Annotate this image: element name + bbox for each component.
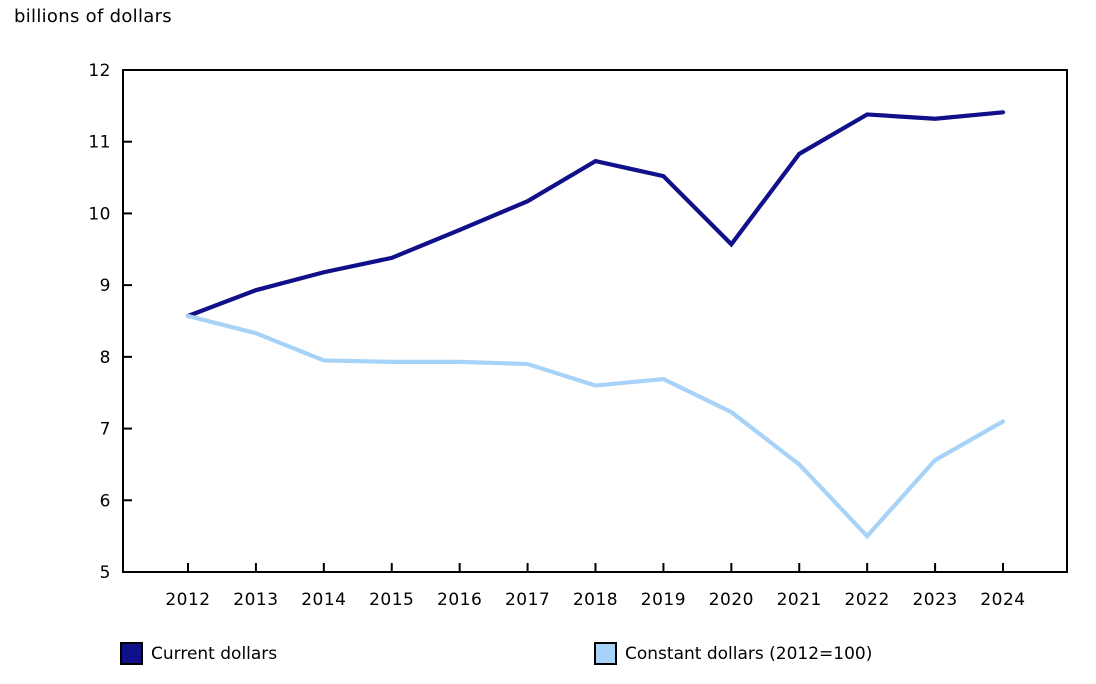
x-tick-label: 2019	[641, 590, 686, 610]
series-line-current-dollars	[185, 110, 1006, 319]
plot-frame	[122, 69, 1068, 573]
x-tick-label: 2014	[301, 590, 346, 610]
y-tick-label: 10	[88, 204, 111, 224]
line-chart: 5 6 7 8 9 10 11 12 2012 2013 2014 2015 2016 2017 2018 2…	[88, 61, 1068, 610]
x-tick-label: 2012	[165, 590, 210, 610]
x-tick-label: 2017	[505, 590, 550, 610]
legend-item-constant-dollars: Constant dollars (2012=100)	[594, 642, 872, 665]
y-tick-label: 7	[100, 420, 111, 440]
legend: Current dollars Constant dollars (2012=1…	[0, 640, 1096, 670]
legend-label-current-dollars: Current dollars	[151, 643, 278, 664]
x-tick-label: 2016	[437, 590, 482, 610]
y-tick-label: 12	[88, 61, 111, 81]
x-tick-label: 2015	[369, 590, 414, 610]
x-tick-label: 2018	[573, 590, 618, 610]
y-tick-label: 5	[100, 563, 111, 583]
legend-item-current-dollars: Current dollars	[120, 642, 277, 665]
y-tick-label: 6	[100, 491, 111, 511]
x-tick-label: 2023	[912, 590, 957, 610]
x-tick-label: 2020	[709, 590, 754, 610]
chart-title: billions of dollars	[14, 6, 172, 27]
x-tick-label: 2013	[233, 590, 278, 610]
x-tick-label: 2021	[777, 590, 822, 610]
current-dollars-swatch-icon	[120, 642, 143, 665]
x-tick-label: 2022	[845, 590, 890, 610]
x-tick-label: 2024	[980, 590, 1025, 610]
legend-label-constant-dollars: Constant dollars (2012=100)	[625, 643, 873, 664]
y-tick-label: 9	[100, 276, 111, 296]
y-tick-label: 8	[100, 348, 111, 368]
series-line-constant-dollars-2012-100	[185, 313, 1006, 540]
y-tick-label: 11	[88, 133, 111, 153]
constant-dollars-swatch-icon	[594, 642, 617, 665]
